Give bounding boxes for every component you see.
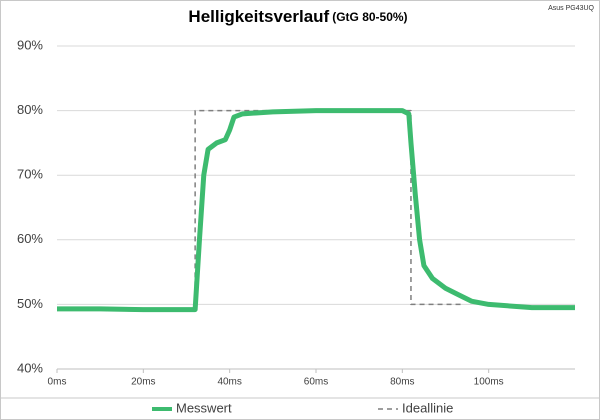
chart-subtitle: (GtG 80-50%) [332,10,407,24]
y-tick-label: 80% [17,102,43,117]
legend-label: Messwert [176,400,232,415]
series-line [194,109,463,306]
x-tick-label: 100ms [474,377,504,388]
y-tick-label: 40% [17,360,43,375]
chart-heading: Helligkeitsverlauf (GtG 80-50%) [188,7,407,26]
legend-label: Ideallinie [402,400,453,415]
y-tick-label: 70% [17,167,43,182]
annotation: Asus PG43UQ [548,5,594,12]
x-tick-label: 80ms [390,377,414,388]
x-tick-label: 40ms [217,377,241,388]
y-tick-label: 90% [17,37,43,52]
x-tick-label: 20ms [131,377,155,388]
x-tick-label: 0ms [48,377,67,388]
chart-title: Helligkeitsverlauf [188,7,329,26]
y-tick-label: 50% [17,296,43,311]
series-line [57,108,575,313]
x-tick-label: 60ms [304,377,328,388]
y-tick-label: 60% [17,231,43,246]
